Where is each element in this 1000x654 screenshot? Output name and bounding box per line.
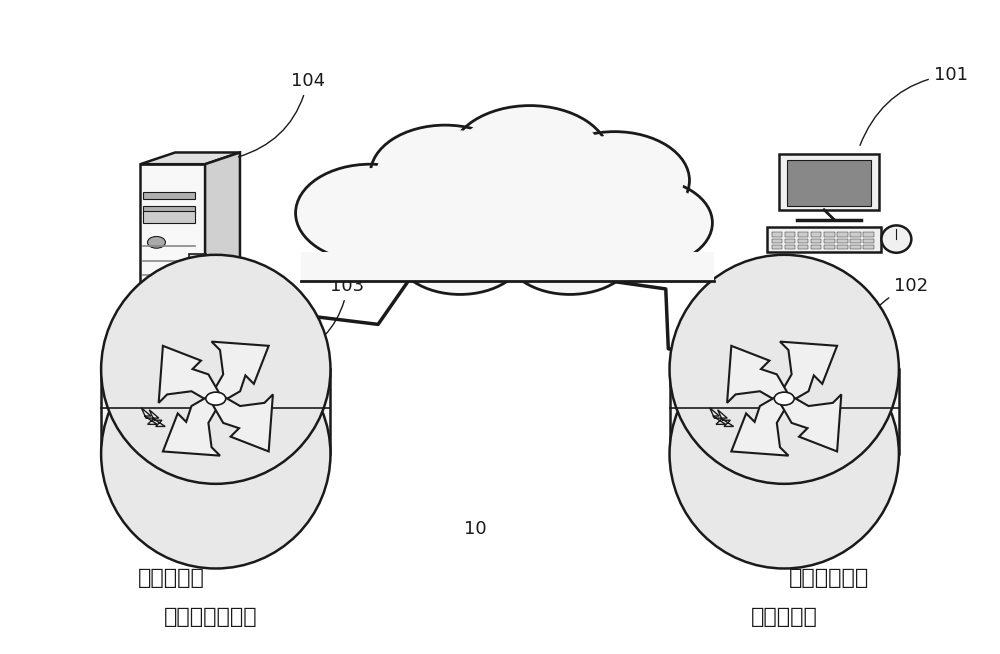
Circle shape [546,135,683,226]
Polygon shape [143,211,195,223]
FancyBboxPatch shape [863,239,874,243]
Ellipse shape [670,255,899,484]
Polygon shape [731,394,788,456]
Circle shape [437,159,593,261]
Polygon shape [212,394,273,451]
Circle shape [510,213,629,291]
Circle shape [430,210,440,216]
Text: 第一云服务器: 第一云服务器 [500,232,580,252]
Polygon shape [460,167,478,241]
Ellipse shape [670,339,899,568]
Text: 102: 102 [854,277,928,357]
Polygon shape [780,341,837,403]
FancyBboxPatch shape [837,239,848,243]
FancyBboxPatch shape [798,245,808,249]
Polygon shape [428,197,455,203]
Polygon shape [427,167,478,173]
Polygon shape [767,228,881,252]
Circle shape [505,210,635,294]
Circle shape [296,164,445,262]
Polygon shape [189,254,206,262]
Polygon shape [710,407,726,424]
Polygon shape [670,370,899,454]
FancyBboxPatch shape [863,245,874,249]
FancyBboxPatch shape [785,239,795,243]
Circle shape [430,154,600,265]
FancyBboxPatch shape [811,245,821,249]
Polygon shape [780,394,841,451]
Polygon shape [143,206,195,214]
FancyBboxPatch shape [863,232,874,237]
Polygon shape [428,194,455,198]
Circle shape [370,125,520,223]
Polygon shape [428,187,455,191]
FancyBboxPatch shape [837,245,848,249]
Text: 101: 101 [860,65,968,145]
Polygon shape [787,160,871,205]
Circle shape [457,110,603,205]
Text: 103: 103 [288,277,365,358]
Circle shape [147,237,165,249]
Polygon shape [143,192,195,199]
FancyBboxPatch shape [824,239,835,243]
Circle shape [395,210,525,294]
Polygon shape [718,410,734,426]
Circle shape [376,129,514,219]
Polygon shape [149,410,165,426]
Polygon shape [427,173,460,241]
Text: 10: 10 [464,520,486,538]
Circle shape [302,168,439,258]
FancyBboxPatch shape [824,245,835,249]
Polygon shape [301,252,714,281]
Polygon shape [189,262,231,298]
Ellipse shape [101,255,330,484]
Circle shape [577,179,712,267]
Ellipse shape [101,339,330,568]
FancyBboxPatch shape [837,232,848,237]
Polygon shape [163,394,220,456]
Circle shape [774,392,794,405]
Text: 106: 106 [478,175,512,193]
Polygon shape [140,152,240,164]
Text: 组网路由器: 组网路由器 [751,607,818,627]
Polygon shape [452,219,461,224]
Polygon shape [452,224,474,242]
Polygon shape [101,370,330,454]
Polygon shape [727,346,788,403]
FancyBboxPatch shape [798,239,808,243]
Circle shape [582,182,707,264]
FancyBboxPatch shape [850,239,861,243]
Circle shape [206,392,226,405]
Polygon shape [141,407,157,424]
Polygon shape [779,154,879,210]
FancyBboxPatch shape [785,245,795,249]
FancyBboxPatch shape [850,232,861,237]
FancyBboxPatch shape [772,232,782,237]
Ellipse shape [881,226,911,252]
FancyBboxPatch shape [850,245,861,249]
Polygon shape [205,152,240,294]
Text: 地面控制设备: 地面控制设备 [789,568,869,588]
Polygon shape [159,346,220,403]
Text: 104: 104 [238,72,325,157]
Polygon shape [140,164,205,294]
FancyBboxPatch shape [772,239,782,243]
FancyBboxPatch shape [798,232,808,237]
Text: 互联网: 互联网 [540,118,580,139]
Text: 管控中心路由器: 管控中心路由器 [164,607,258,627]
FancyBboxPatch shape [785,232,795,237]
FancyBboxPatch shape [811,232,821,237]
Circle shape [540,131,689,230]
FancyBboxPatch shape [772,245,782,249]
Circle shape [450,105,610,210]
Text: 远端服务器: 远端服务器 [137,568,204,588]
Circle shape [400,213,520,291]
FancyBboxPatch shape [824,232,835,237]
FancyBboxPatch shape [811,239,821,243]
Polygon shape [212,341,269,403]
